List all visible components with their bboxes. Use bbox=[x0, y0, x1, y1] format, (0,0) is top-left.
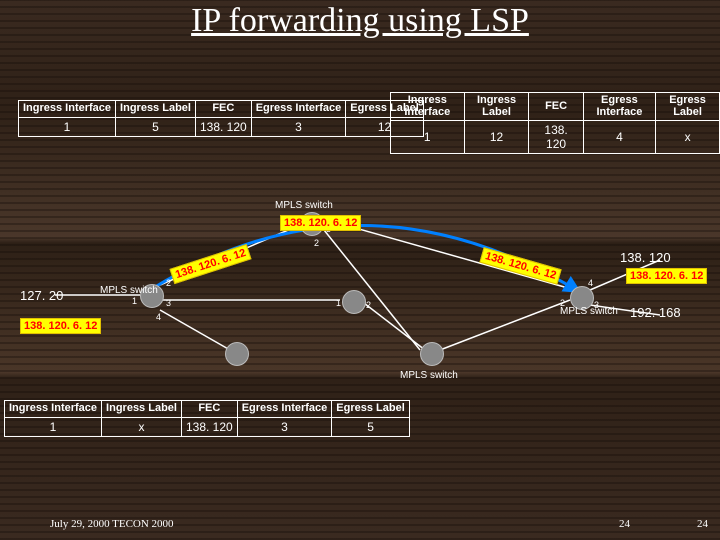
node-br bbox=[420, 342, 444, 366]
page-number: 24 bbox=[619, 518, 630, 530]
network-svg bbox=[0, 0, 720, 540]
mpls-label-top: MPLS switch bbox=[275, 200, 333, 211]
ifnum: 2 bbox=[166, 278, 171, 288]
ip-right-bot: 192. 168 bbox=[630, 305, 681, 320]
ifnum: 4 bbox=[588, 278, 593, 288]
slide: { "title": "IP forwarding using LSP", "t… bbox=[0, 0, 720, 540]
ifnum: 2 bbox=[366, 300, 371, 310]
packet-tag: 138. 120. 6. 12 bbox=[20, 318, 101, 334]
footer-text: July 29, 2000 TECON 2000 bbox=[50, 518, 174, 530]
node-bl bbox=[225, 342, 249, 366]
ip-right-top: 138. 120 bbox=[620, 250, 671, 265]
ifnum: 4 bbox=[156, 312, 161, 322]
ifnum: 3 bbox=[166, 298, 171, 308]
node-mid bbox=[342, 290, 366, 314]
page-number: 24 bbox=[697, 518, 708, 530]
ifnum: 1 bbox=[336, 298, 341, 308]
packet-tag: 138. 120. 6. 12 bbox=[280, 215, 361, 231]
ifnum: 2 bbox=[314, 238, 319, 248]
mpls-label-right: MPLS switch bbox=[560, 306, 618, 317]
ifnum: 2 bbox=[560, 298, 565, 308]
packet-tag: 138. 120. 6. 12 bbox=[626, 268, 707, 284]
ip-left: 127. 20 bbox=[20, 288, 63, 303]
mpls-label-left: MPLS switch bbox=[100, 285, 158, 296]
mpls-label-bot: MPLS switch bbox=[400, 370, 458, 381]
ifnum: 1 bbox=[132, 296, 137, 306]
ifnum: 3 bbox=[594, 300, 599, 310]
